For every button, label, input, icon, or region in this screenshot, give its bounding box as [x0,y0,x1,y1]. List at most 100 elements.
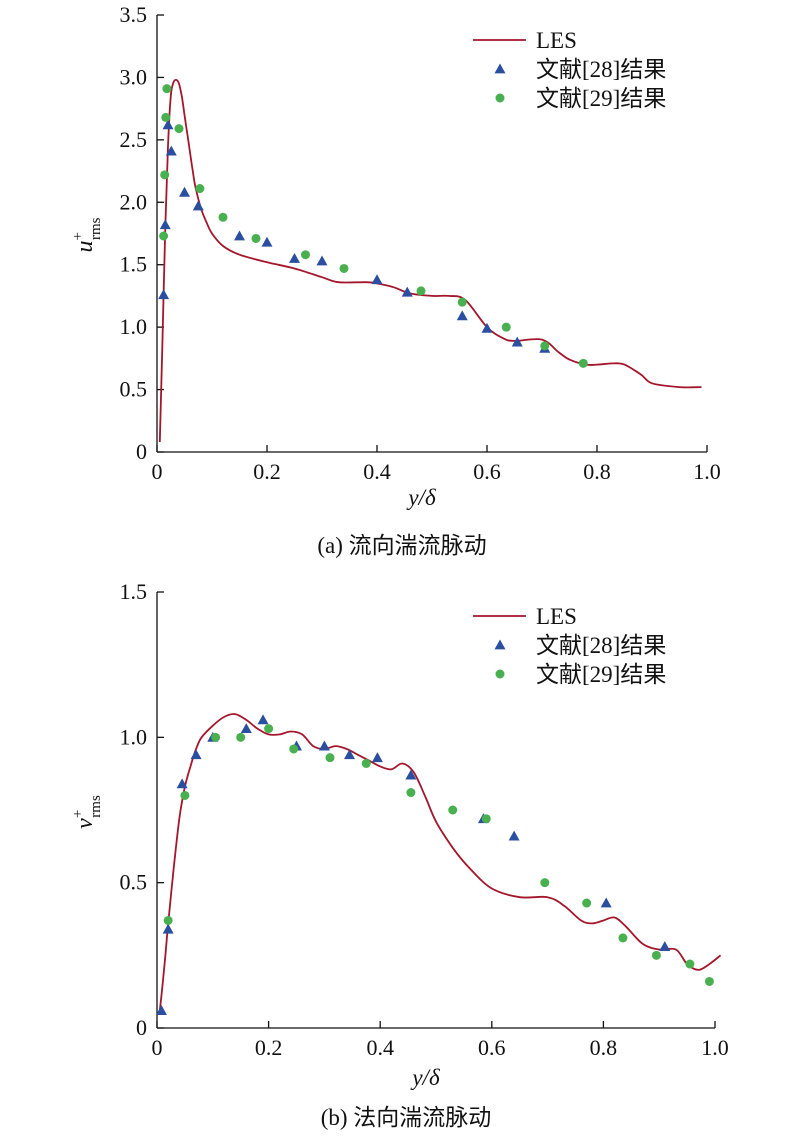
chart-b-series-ref28 [155,714,671,1015]
chart-a-series-ref28-point [261,236,273,247]
chart-b-x-tick-label: 0 [152,1035,163,1060]
chart-b-legend-label: LES [536,604,577,629]
chart-b-series-ref29-point [180,790,190,800]
chart-b-series-ref28-point [176,778,188,789]
chart-a-y-axis-label-sub: rms [88,217,104,240]
chart-b-series-ref28-point [318,740,330,751]
chart-b-series-ref28-point [162,923,174,934]
chart-a-series-ref28-point [316,255,328,266]
chart-b-series-ref29-point [211,732,221,742]
chart-b-series-ref28-point [257,714,269,725]
chart-b-series-ref28-point [600,897,612,908]
chart-a-x-tick-label: 0.8 [583,459,611,484]
chart-a-series-ref29-point [501,322,511,332]
chart-b-series-ref29-point [618,933,628,943]
chart-a: 0 0.5 1.0 1.5 2.0 2.5 3.0 3.5 0 0.2 0.4 0.6 0.8 1.0 u+… [70,2,721,558]
chart-a-series-ref28 [158,119,551,353]
chart-a-legend-entry-2: 文献[29]结果 [495,86,666,111]
chart-a-y-axis-label-main: u [72,240,98,252]
chart-b-series-ref29-point [264,724,274,734]
chart-a-x-tick-label: 0.2 [253,459,281,484]
chart-a-series-ref29-point [301,250,310,260]
chart-a-series-ref29-point [195,184,205,194]
chart-a-series-ref28-point [401,286,413,297]
chart-b-series-ref29-point [704,976,714,986]
chart-a-y-axis-label-sup: + [70,232,86,240]
chart-a-legend-label: LES [536,28,577,53]
chart-a-series-ref28-point [481,322,493,333]
chart-a-x-tick-label: 0 [152,459,163,484]
chart-a-y-tick-label: 0.5 [120,377,148,402]
chart-b-x-tick-label: 0.4 [366,1035,394,1060]
chart-b-y-tick-label: 0 [136,1015,147,1040]
chart-a-legend-entry-1: 文献[28]结果 [494,57,666,82]
chart-b-legend-label: 文献[28]结果 [536,633,666,658]
chart-b-x-tick-label: 0.6 [478,1035,506,1060]
chart-b-series-ref29-point [685,959,695,969]
chart-a-y-tick-label: 2.0 [120,189,148,214]
chart-b-series-ref28-point [371,752,383,763]
chart-a-y-tick-label: 3.5 [120,2,148,27]
chart-b-series-ref29-point [406,788,416,798]
chart-b-y-axis-label-sub: rms [88,795,104,818]
chart-a-series-ref29-point [161,112,171,122]
chart-b-series-ref29 [163,724,714,986]
chart-b-y-tick-label: 0.5 [120,870,148,895]
chart-b-legend-entry-0: LES [473,604,577,629]
chart-a-series-ref28-point [162,119,174,130]
chart-b: 0 0.5 1.0 1.5 0 0.2 0.4 0.6 0.8 1.0 v+ rms y/δ (b) 法向… [70,579,729,1130]
chart-a-y-tick-label: 1.5 [120,252,148,277]
chart-a-y-axis-label: u+ rms [70,217,104,252]
chart-a-series-ref28-point [159,219,171,230]
chart-a-series-ref28-point [165,145,177,156]
chart-a-series-ref28-point [158,289,170,300]
chart-b-legend-entry-2: 文献[29]结果 [495,662,666,687]
chart-b-series-les [158,713,722,1011]
chart-b-y-axis-label: v+ rms [70,795,104,829]
chart-b-series-ref28-point [190,749,202,760]
chart-b-legend-label: 文献[29]结果 [536,662,666,687]
chart-b-y-tick-label: 1.5 [120,579,148,604]
chart-a-x-tick-label: 1.0 [693,459,721,484]
chart-b-series-ref28-point [405,769,417,780]
chart-a-series-ref29-point [218,212,228,222]
chart-b-series-ref29-point [651,950,661,960]
chart-a-legend-triangle-swatch [494,63,506,74]
chart-a-y-tick-label: 0 [136,439,147,464]
chart-a-y-tick-label: 3.0 [120,64,148,89]
chart-b-series-ref29-point [325,753,335,763]
chart-a-caption: (a) 流向湍流脉动 [317,533,486,558]
chart-a-series-ref28-point [289,252,300,263]
chart-b-series-les-line [158,713,722,1011]
chart-b-series-ref28-point [659,941,671,952]
chart-b-y-axis-label-sup: + [70,810,86,818]
chart-a-series-ref29-point [457,297,467,307]
chart-a-series-ref28-point [234,230,245,241]
chart-b-series-ref28-point [155,1005,167,1015]
chart-b-series-ref29-point [289,744,299,754]
chart-a-series-ref29-point [540,341,550,351]
chart-b-legend-entry-1: 文献[28]结果 [494,633,666,658]
chart-a-x-tick-label: 0.4 [363,459,391,484]
chart-b-x-tick-label: 0.2 [255,1035,283,1060]
chart-a-series-les [158,78,702,443]
chart-b-series-ref29-point [361,758,371,768]
chart-a-series-ref29-point [162,84,172,94]
chart-a-series-ref28-point [179,186,190,197]
chart-b-series-ref29-point [582,898,592,908]
chart-b-series-ref29-point [448,805,458,815]
chart-a-series-ref29-point [159,231,169,241]
chart-b-y-tick-label: 1.0 [120,724,148,749]
chart-b-legend-circle-swatch [495,669,505,679]
chart-a-y-tick-label: 1.0 [120,314,148,339]
chart-b-x-tick-label: 1.0 [701,1035,729,1060]
chart-b-y-axis-label-main: v [72,818,98,829]
chart-b-series-ref29-point [481,814,491,824]
chart-a-legend-circle-swatch [495,93,505,103]
chart-a-series-ref29-point [339,263,349,273]
chart-b-series-ref29-point [163,915,173,925]
chart-a-series-ref28-point [511,336,523,347]
chart-a-legend-label: 文献[28]结果 [536,57,666,82]
